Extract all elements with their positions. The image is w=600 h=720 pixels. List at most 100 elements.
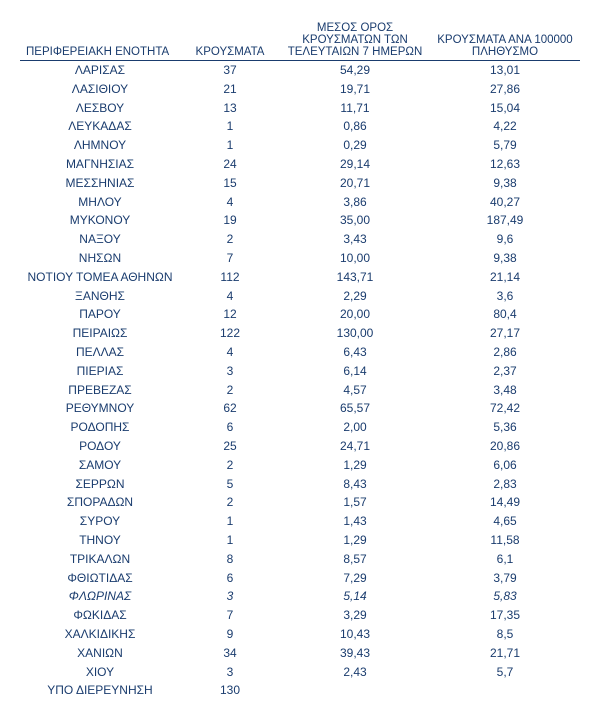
- cell-avg7: 39,43: [280, 644, 430, 663]
- cell-per100k: 27,17: [430, 324, 580, 343]
- cell-cases: 7: [180, 606, 280, 625]
- cell-per100k: 80,4: [430, 305, 580, 324]
- cell-avg7: 0,29: [280, 136, 430, 155]
- cell-region: ΡΕΘΥΜΝΟΥ: [20, 399, 180, 418]
- cell-avg7: 3,43: [280, 230, 430, 249]
- table-row: ΛΕΣΒΟΥ1311,7115,04: [20, 99, 580, 118]
- cell-region: ΤΗΝΟΥ: [20, 531, 180, 550]
- cell-per100k: 6,06: [430, 456, 580, 475]
- cell-cases: 4: [180, 193, 280, 212]
- cell-per100k: 5,36: [430, 418, 580, 437]
- cell-per100k: 5,79: [430, 136, 580, 155]
- table-row: ΝΑΞΟΥ23,439,6: [20, 230, 580, 249]
- table-row: ΡΟΔΟΥ2524,7120,86: [20, 437, 580, 456]
- table-row: ΛΑΣΙΘΙΟΥ2119,7127,86: [20, 80, 580, 99]
- cell-cases: 19: [180, 211, 280, 230]
- cell-avg7: 29,14: [280, 155, 430, 174]
- cell-cases: 15: [180, 174, 280, 193]
- cell-cases: 3: [180, 663, 280, 682]
- cell-per100k: 2,86: [430, 343, 580, 362]
- cell-cases: 1: [180, 136, 280, 155]
- cell-avg7: 4,57: [280, 381, 430, 400]
- table-row: ΛΕΥΚΑΔΑΣ10,864,22: [20, 117, 580, 136]
- cell-per100k: 21,71: [430, 644, 580, 663]
- cell-region: ΡΟΔΟΥ: [20, 437, 180, 456]
- table-row: ΞΑΝΘΗΣ42,293,6: [20, 287, 580, 306]
- table-row: ΛΑΡΙΣΑΣ3754,2913,01: [20, 61, 580, 80]
- table-row: ΝΟΤΙΟΥ ΤΟΜΕΑ ΑΘΗΝΩΝ112143,7121,14: [20, 268, 580, 287]
- cell-region: ΞΑΝΘΗΣ: [20, 287, 180, 306]
- cell-avg7: 1,29: [280, 456, 430, 475]
- table-header: ΠΕΡΙΦΕΡΕΙΑΚΗ ΕΝΟΤΗΤΑ ΚΡΟΥΣΜΑΤΑ ΜΕΣΟΣ ΟΡΟ…: [20, 20, 580, 61]
- cell-cases: 3: [180, 362, 280, 381]
- cell-cases: 8: [180, 550, 280, 569]
- table-row: ΧΙΟΥ32,435,7: [20, 663, 580, 682]
- cell-cases: 2: [180, 493, 280, 512]
- cell-region: ΠΡΕΒΕΖΑΣ: [20, 381, 180, 400]
- cell-cases: 4: [180, 343, 280, 362]
- table-row: ΜΕΣΣΗΝΙΑΣ1520,719,38: [20, 174, 580, 193]
- table-body: ΛΑΡΙΣΑΣ3754,2913,01ΛΑΣΙΘΙΟΥ2119,7127,86Λ…: [20, 61, 580, 701]
- cell-avg7: 20,71: [280, 174, 430, 193]
- cell-cases: 6: [180, 418, 280, 437]
- cell-region: ΛΑΡΙΣΑΣ: [20, 61, 180, 80]
- cell-cases: 9: [180, 625, 280, 644]
- cell-region: ΡΟΔΟΠΗΣ: [20, 418, 180, 437]
- cell-avg7: 3,86: [280, 193, 430, 212]
- table-row: ΤΗΝΟΥ11,2911,58: [20, 531, 580, 550]
- cell-cases: 112: [180, 268, 280, 287]
- cell-cases: 21: [180, 80, 280, 99]
- table-row: ΜΑΓΝΗΣΙΑΣ2429,1412,63: [20, 155, 580, 174]
- cell-avg7: 130,00: [280, 324, 430, 343]
- cell-avg7: 11,71: [280, 99, 430, 118]
- table-row: ΠΕΛΛΑΣ46,432,86: [20, 343, 580, 362]
- cell-region: ΛΑΣΙΘΙΟΥ: [20, 80, 180, 99]
- cell-region: ΦΘΙΩΤΙΔΑΣ: [20, 569, 180, 588]
- cell-per100k: 17,35: [430, 606, 580, 625]
- cell-avg7: 2,43: [280, 663, 430, 682]
- table-row: ΝΗΣΩΝ710,009,38: [20, 249, 580, 268]
- cell-region: ΠΕΙΡΑΙΩΣ: [20, 324, 180, 343]
- cell-per100k: 21,14: [430, 268, 580, 287]
- cell-region: ΛΕΥΚΑΔΑΣ: [20, 117, 180, 136]
- col-region: ΠΕΡΙΦΕΡΕΙΑΚΗ ΕΝΟΤΗΤΑ: [20, 20, 180, 61]
- cell-per100k: 9,6: [430, 230, 580, 249]
- cell-avg7: 8,57: [280, 550, 430, 569]
- table-row: ΦΛΩΡΙΝΑΣ35,145,83: [20, 587, 580, 606]
- cell-per100k: 5,83: [430, 587, 580, 606]
- cell-cases: 12: [180, 305, 280, 324]
- cell-avg7: 20,00: [280, 305, 430, 324]
- cell-cases: 1: [180, 512, 280, 531]
- cell-avg7: 54,29: [280, 61, 430, 80]
- cell-region: ΜΑΓΝΗΣΙΑΣ: [20, 155, 180, 174]
- cell-avg7: 3,29: [280, 606, 430, 625]
- cell-per100k: 3,48: [430, 381, 580, 400]
- table-row: ΧΑΝΙΩΝ3439,4321,71: [20, 644, 580, 663]
- cell-cases: 130: [180, 681, 280, 700]
- col-avg7: ΜΕΣΟΣ ΟΡΟΣ ΚΡΟΥΣΜΑΤΩΝ ΤΩΝ ΤΕΛΕΥΤΑΙΩΝ 7 Η…: [280, 20, 430, 61]
- cell-region: ΧΙΟΥ: [20, 663, 180, 682]
- cell-region: ΝΗΣΩΝ: [20, 249, 180, 268]
- cell-cases: 122: [180, 324, 280, 343]
- cell-avg7: 1,43: [280, 512, 430, 531]
- cell-cases: 37: [180, 61, 280, 80]
- cell-cases: 2: [180, 230, 280, 249]
- cell-region: ΛΕΣΒΟΥ: [20, 99, 180, 118]
- cell-region: ΧΑΝΙΩΝ: [20, 644, 180, 663]
- cell-cases: 3: [180, 587, 280, 606]
- cell-region: ΝΑΞΟΥ: [20, 230, 180, 249]
- cell-per100k: 72,42: [430, 399, 580, 418]
- cell-cases: 13: [180, 99, 280, 118]
- cell-avg7: 35,00: [280, 211, 430, 230]
- cell-avg7: 1,57: [280, 493, 430, 512]
- cell-per100k: 2,83: [430, 475, 580, 494]
- table-row: ΤΡΙΚΑΛΩΝ88,576,1: [20, 550, 580, 569]
- table-row: ΡΕΘΥΜΝΟΥ6265,5772,42: [20, 399, 580, 418]
- cell-per100k: 4,65: [430, 512, 580, 531]
- cell-region: ΝΟΤΙΟΥ ΤΟΜΕΑ ΑΘΗΝΩΝ: [20, 268, 180, 287]
- cell-avg7: 6,14: [280, 362, 430, 381]
- cell-per100k: 9,38: [430, 174, 580, 193]
- table-row: ΣΥΡΟΥ11,434,65: [20, 512, 580, 531]
- cell-cases: 34: [180, 644, 280, 663]
- table-row: ΡΟΔΟΠΗΣ62,005,36: [20, 418, 580, 437]
